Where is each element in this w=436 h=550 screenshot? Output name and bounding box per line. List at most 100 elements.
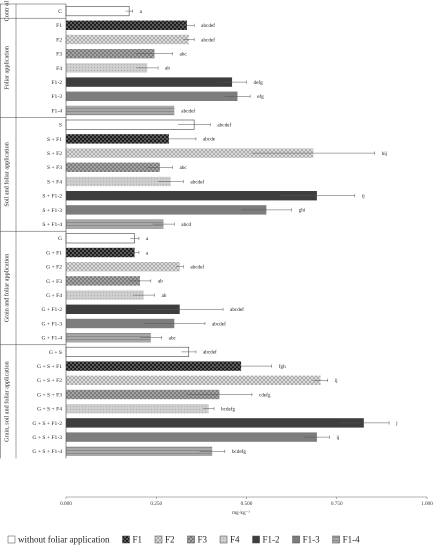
- category-label: S + F1-4: [42, 222, 62, 228]
- bar: [66, 105, 175, 116]
- bar: [66, 375, 321, 385]
- category-label: F4: [56, 66, 62, 72]
- bar: [66, 219, 164, 229]
- bar: [66, 20, 187, 30]
- bar: [66, 262, 180, 272]
- x-axis-title: mg·kg⁻¹: [232, 510, 250, 516]
- legend-label: F2: [165, 535, 175, 545]
- category-label: F1: [56, 23, 62, 29]
- significance-label: abcdef: [201, 36, 215, 43]
- category-label: F1-3: [51, 94, 62, 100]
- legend-item: F4: [219, 535, 240, 545]
- legend-swatch: [7, 535, 16, 544]
- category-label: S + F1-2: [42, 194, 62, 200]
- bar: [66, 404, 209, 414]
- category-label: G + F3: [46, 279, 62, 285]
- legend-label: F4: [230, 535, 240, 545]
- legend-item: F1-2: [252, 535, 280, 545]
- significance-label: ghi: [299, 208, 306, 214]
- significance-label: abc: [169, 336, 177, 342]
- category-label: G + S + F3: [37, 392, 62, 398]
- legend-swatch: [332, 535, 340, 544]
- category-label: S + F3: [47, 165, 62, 171]
- legend-label: F1-3: [303, 535, 321, 545]
- significance-label: ij: [337, 435, 340, 441]
- legend-swatch: [292, 535, 300, 544]
- x-tick-label: 0.250: [150, 501, 162, 507]
- significance-label: abcdef: [230, 306, 244, 313]
- bar: [66, 361, 242, 371]
- bar: [66, 77, 233, 87]
- bar: [66, 418, 364, 428]
- category-label: F2: [56, 37, 62, 43]
- category-label: C: [58, 9, 62, 15]
- legend-label: F1-4: [343, 535, 361, 545]
- category-label: G + S: [49, 350, 62, 356]
- legend-swatch: [252, 535, 260, 544]
- category-label: F1-4: [51, 108, 62, 114]
- legend-label: F3: [198, 535, 208, 545]
- bar: [66, 91, 238, 101]
- category-label: S + F1: [47, 137, 62, 143]
- significance-label: a: [146, 236, 149, 242]
- bar: [66, 34, 189, 45]
- category-label: G + S + F1: [37, 364, 62, 370]
- bar: [66, 446, 213, 456]
- legend-item: F1: [122, 535, 142, 545]
- category-label: G + F1-2: [41, 307, 62, 313]
- significance-label: abcdef: [203, 349, 217, 356]
- bar: [66, 148, 314, 158]
- bar: [66, 389, 220, 400]
- category-label: G + F2: [46, 265, 62, 271]
- x-tick-label: 0.000: [60, 501, 72, 507]
- group-label: Soil and foliar application: [3, 142, 10, 206]
- category-label: G + S + F1-4: [32, 449, 62, 455]
- category-label: G: [58, 236, 62, 242]
- category-label: S + F2: [47, 151, 62, 157]
- bar: [66, 176, 171, 187]
- legend-item: F3: [187, 535, 208, 545]
- bar: [66, 247, 135, 258]
- significance-label: ab: [165, 66, 170, 72]
- bar: [65, 119, 195, 130]
- significance-label: ij: [362, 194, 365, 200]
- bar: [65, 6, 130, 17]
- bar: [66, 290, 144, 300]
- significance-label: hij: [382, 151, 387, 157]
- x-tick-label: 1.000: [421, 501, 433, 507]
- significance-label: bcdefg: [232, 448, 247, 455]
- category-label: G + F4: [46, 293, 62, 299]
- category-label: S: [59, 123, 62, 129]
- significance-label: abcdef: [190, 178, 204, 185]
- category-label: G + S + F1-2: [32, 421, 62, 427]
- legend-item: without foliar application: [7, 535, 110, 545]
- bar: [66, 432, 317, 442]
- significance-label: ab: [158, 279, 163, 285]
- category-label: G + F1: [46, 250, 62, 256]
- significance-label: ab: [161, 293, 166, 299]
- bar: [66, 49, 155, 59]
- group-label: Grain, soil and foliar application: [3, 361, 10, 442]
- significance-label: abc: [179, 52, 187, 58]
- significance-label: abcdef: [212, 320, 226, 327]
- significance-label: ij: [335, 378, 338, 384]
- legend-swatch: [122, 535, 130, 544]
- legend-label: F1-2: [263, 535, 280, 545]
- category-label: S + F1-3: [42, 208, 62, 214]
- bar: [66, 134, 169, 144]
- category-label: G + F1-3: [41, 321, 62, 327]
- x-tick-label: 0.750: [331, 501, 343, 507]
- category-label: S + F4: [47, 179, 62, 185]
- category-label: F3: [56, 52, 62, 58]
- legend-swatch: [187, 535, 195, 544]
- significance-label: abcdef: [201, 22, 215, 29]
- category-label: G + F1-4: [41, 336, 62, 342]
- bar: [66, 276, 141, 286]
- bar: [66, 162, 160, 172]
- category-label: G + S + F2: [37, 378, 62, 384]
- significance-label: abcdef: [181, 107, 195, 114]
- significance-label: cdefg: [259, 391, 271, 398]
- legend-label: F1: [132, 535, 142, 545]
